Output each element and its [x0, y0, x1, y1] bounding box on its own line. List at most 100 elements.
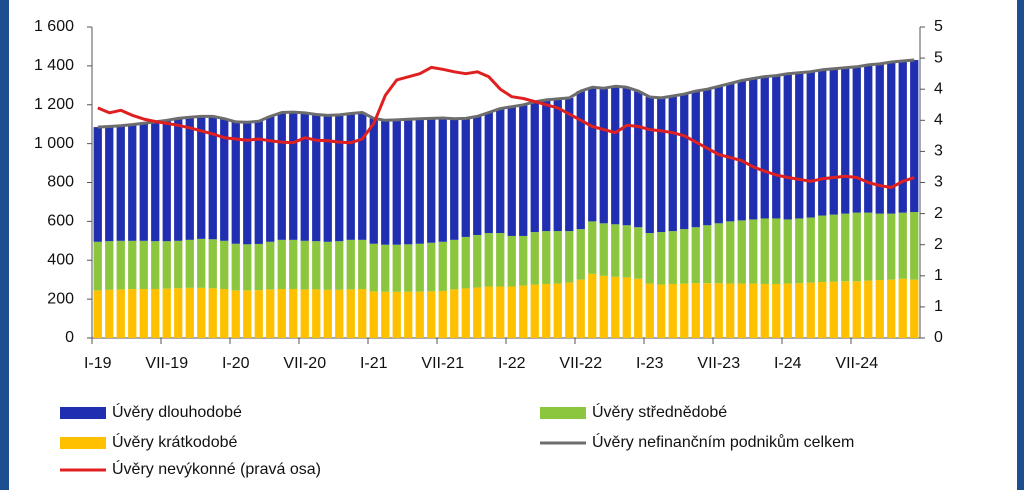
bar	[312, 114, 321, 242]
bar	[703, 89, 712, 226]
bar	[749, 219, 758, 284]
legend-swatch	[60, 437, 106, 449]
bar	[381, 120, 390, 245]
bar	[438, 241, 447, 291]
bar	[369, 243, 378, 292]
bar	[93, 290, 102, 338]
bar	[392, 244, 401, 292]
bar	[151, 289, 160, 338]
bar	[484, 233, 493, 287]
bar	[335, 289, 344, 338]
bar	[220, 289, 229, 338]
bar	[185, 239, 194, 288]
bar	[231, 290, 240, 338]
bar	[496, 108, 505, 234]
bar	[772, 283, 781, 338]
bar	[611, 276, 620, 338]
bar	[852, 212, 861, 282]
bar	[737, 220, 746, 284]
bar	[645, 233, 654, 284]
bar	[864, 280, 873, 338]
bar	[346, 289, 355, 338]
bar	[875, 213, 884, 281]
bar	[910, 60, 919, 213]
bar	[346, 239, 355, 290]
bar	[358, 112, 367, 240]
bar	[691, 91, 700, 228]
bar	[151, 241, 160, 290]
bar	[208, 116, 217, 240]
bar	[668, 96, 677, 232]
bar	[300, 289, 309, 338]
frame-edge	[1017, 0, 1024, 490]
bar	[898, 212, 907, 279]
bar	[875, 280, 884, 338]
bar	[277, 112, 286, 240]
bar	[243, 244, 252, 291]
bar	[312, 241, 321, 290]
bar	[818, 282, 827, 338]
bar	[139, 240, 148, 290]
bar	[450, 118, 459, 240]
bar	[369, 118, 378, 244]
bar	[139, 289, 148, 338]
line	[97, 58, 915, 129]
bar	[461, 236, 470, 289]
bar	[139, 123, 148, 241]
bar	[542, 283, 551, 338]
y-tick-label: 800	[47, 174, 74, 191]
bar	[358, 239, 367, 290]
bar	[197, 238, 206, 288]
bar	[565, 97, 574, 232]
bar	[323, 289, 332, 338]
line	[97, 65, 915, 189]
bar	[450, 239, 459, 290]
bar	[530, 101, 539, 233]
bar	[289, 112, 298, 240]
bar	[783, 283, 792, 338]
bar	[645, 96, 654, 234]
bar	[312, 289, 321, 338]
bar	[657, 97, 666, 233]
legend-label: Úvěry krátkodobé	[112, 432, 237, 451]
bar	[174, 288, 183, 338]
bar	[105, 126, 114, 242]
bar	[427, 291, 436, 338]
bar	[289, 289, 298, 338]
bar	[841, 213, 850, 282]
bar	[910, 279, 919, 338]
bar	[254, 121, 263, 244]
y2-tick-label: 2	[934, 205, 943, 222]
bar	[323, 115, 332, 242]
x-tick-label: I-24	[774, 355, 802, 372]
bar	[404, 291, 413, 338]
bar	[162, 288, 171, 338]
bar	[542, 231, 551, 284]
bar	[335, 114, 344, 242]
bar	[162, 241, 171, 289]
bar	[749, 283, 758, 338]
y-tick-label: 1 000	[34, 135, 74, 152]
bar	[185, 117, 194, 240]
legend-label: Úvěry nefinančním podnikům celkem	[592, 432, 854, 451]
bar	[772, 75, 781, 219]
bar	[553, 98, 562, 232]
bar	[565, 231, 574, 283]
x-tick-label: VII-24	[835, 355, 878, 372]
bar	[622, 277, 631, 338]
legend-label: Úvěry dlouhodobé	[112, 402, 242, 421]
bar	[887, 61, 896, 214]
bar	[461, 118, 470, 237]
bar	[565, 282, 574, 338]
bar	[116, 289, 125, 338]
bar	[852, 66, 861, 213]
bar	[703, 283, 712, 338]
bar	[243, 290, 252, 338]
bar	[519, 285, 528, 338]
bar	[841, 281, 850, 338]
bar	[737, 80, 746, 221]
y-tick-label: 400	[47, 251, 74, 268]
bar	[415, 243, 424, 292]
bar	[553, 283, 562, 338]
